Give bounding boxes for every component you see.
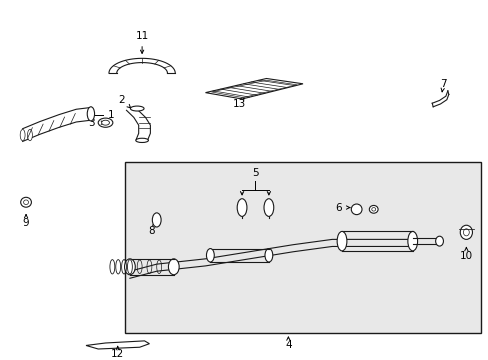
Text: 6: 6 [335,203,341,212]
Ellipse shape [407,231,417,251]
Ellipse shape [102,120,109,125]
Polygon shape [205,78,303,99]
Ellipse shape [20,197,31,207]
Text: 5: 5 [251,168,258,178]
Text: 7: 7 [439,79,446,92]
Ellipse shape [206,248,214,262]
Text: 10: 10 [459,248,472,261]
Ellipse shape [168,259,179,275]
Text: 4: 4 [285,341,291,351]
Text: 9: 9 [22,215,29,229]
Ellipse shape [124,259,135,275]
Bar [125,162,480,333]
Ellipse shape [237,199,246,216]
Ellipse shape [371,208,375,211]
Ellipse shape [435,236,443,246]
Ellipse shape [350,204,361,215]
Ellipse shape [27,129,32,141]
Ellipse shape [459,225,471,239]
Polygon shape [86,341,149,349]
Ellipse shape [152,213,161,227]
Ellipse shape [264,199,273,216]
Ellipse shape [368,206,377,213]
Text: 2: 2 [118,95,130,108]
Ellipse shape [20,129,25,141]
Text: 11: 11 [135,31,148,53]
Text: 13: 13 [232,96,246,109]
Ellipse shape [264,248,272,262]
Text: 12: 12 [111,346,124,359]
Text: 1: 1 [108,110,114,120]
Polygon shape [211,80,297,98]
Ellipse shape [130,106,144,111]
Ellipse shape [136,138,148,143]
Ellipse shape [463,229,468,236]
Ellipse shape [336,231,346,251]
Ellipse shape [87,107,94,121]
Text: 8: 8 [148,222,155,235]
Ellipse shape [23,200,28,204]
Ellipse shape [98,118,113,127]
Text: 3: 3 [88,118,95,128]
